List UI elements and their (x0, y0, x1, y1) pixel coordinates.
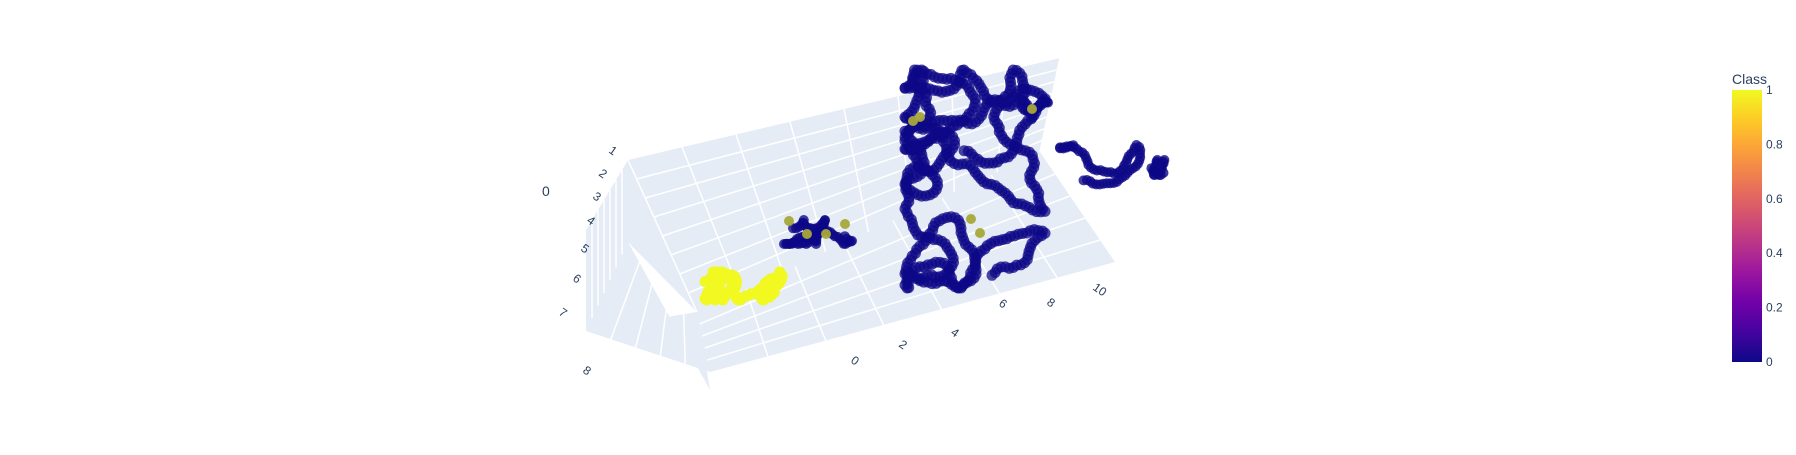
colorbar-tick-label: 0.8 (1766, 137, 1783, 151)
x-axis-title: 0 (542, 183, 550, 199)
colorbar-tick-label: 0.4 (1766, 246, 1783, 260)
data-point-highlight (802, 229, 812, 239)
x-tick-label: 7 (556, 305, 570, 320)
x-tick-label: 8 (580, 363, 594, 378)
data-point (768, 287, 780, 299)
data-point-highlight (915, 112, 925, 122)
colorbar-ticks: 0 0.2 0.4 0.6 0.8 1 (1766, 83, 1783, 369)
data-point (1027, 112, 1038, 123)
y-tick-label: 6 (996, 296, 1010, 311)
data-point-highlight (840, 219, 850, 229)
floor-pane (586, 152, 1115, 372)
x-tick-label: 2 (596, 166, 610, 181)
left-pane (586, 242, 710, 390)
data-point-highlight (1027, 104, 1037, 114)
colorbar-gradient (1732, 90, 1762, 362)
y-tick-label: 4 (948, 325, 962, 340)
colorbar-tick-label: 0 (1766, 355, 1773, 369)
left-side-pane (586, 160, 628, 331)
data-point-highlight (821, 229, 831, 239)
colorbar-tick-label: 0.6 (1766, 192, 1783, 206)
x-tick-label: 6 (570, 271, 584, 286)
data-point (839, 231, 850, 242)
x-tick-label: 1 (606, 143, 620, 158)
data-point-highlight (784, 216, 794, 226)
data-point (986, 269, 998, 281)
colorbar-tick-label: 0.2 (1766, 301, 1783, 315)
data-point (1158, 167, 1169, 178)
x-tick-label: 3 (590, 189, 604, 204)
data-point (1068, 140, 1079, 151)
data-point-highlight (975, 228, 985, 238)
y-tick-label: 8 (1044, 295, 1058, 310)
data-point-highlight (966, 214, 976, 224)
colorbar-title: Class (1732, 71, 1767, 87)
point-cloud (699, 64, 1170, 306)
colorbar: Class 0 0.2 0.4 0.6 0.8 1 (1732, 71, 1783, 369)
y-tick-label: 2 (896, 337, 910, 352)
colorbar-tick-label: 1 (1766, 83, 1773, 97)
y-tick-label: 10 (1090, 280, 1109, 299)
y-tick-label: 0 (848, 353, 862, 368)
